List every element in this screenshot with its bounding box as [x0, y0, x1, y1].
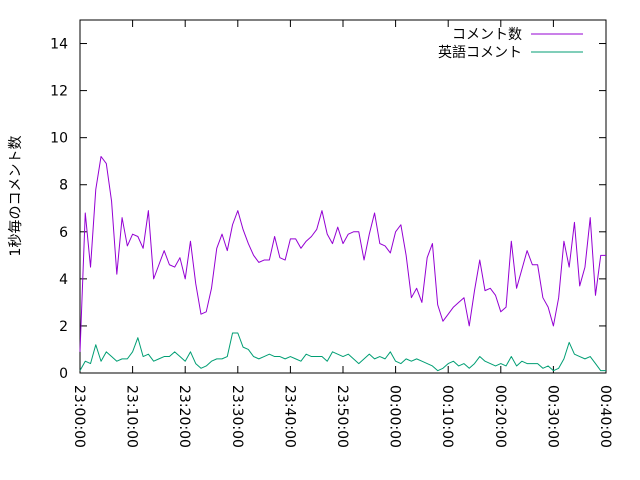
- y-tick-labels: 0 2 4 6 8 10 12 14: [50, 37, 68, 382]
- series-layer: [79, 155, 606, 372]
- x-tick-label: 00:20:00: [492, 385, 508, 448]
- y-tick-label: 10: [50, 131, 68, 147]
- x-tick-label: 23:50:00: [334, 385, 350, 448]
- y-tick-label: 2: [59, 319, 68, 335]
- y-tick-label: 12: [50, 84, 68, 100]
- y-tick-label: 4: [59, 272, 68, 288]
- y-tick-label: 0: [59, 366, 68, 382]
- legend-label: コメント数: [452, 27, 522, 43]
- x-tick-label: 23:20:00: [176, 385, 192, 448]
- x-tick-label: 00:10:00: [439, 385, 455, 448]
- y-tick-label: 8: [59, 178, 68, 194]
- series-line-2: [79, 332, 606, 372]
- x-tick-label: 00:00:00: [387, 385, 403, 448]
- x-tick-label: 23:00:00: [71, 385, 87, 448]
- x-tick-label: 23:30:00: [229, 385, 245, 448]
- series-line-1: [79, 155, 606, 352]
- y-tick-label: 14: [50, 37, 68, 53]
- plot-frame: [79, 19, 607, 374]
- legend-label: 英語コメント: [438, 44, 522, 61]
- x-tick-label: 23:10:00: [124, 385, 140, 448]
- y-axis-title: 1秒毎のコメント数: [8, 136, 24, 257]
- x-tick-label: 00:40:00: [597, 385, 613, 448]
- x-tick-label: 23:40:00: [281, 385, 297, 448]
- x-tick-labels: 23:00:00 23:10:00 23:20:00 23:30:00 23:40:00…: [71, 385, 613, 448]
- y-tick-label: 6: [59, 225, 68, 241]
- x-tick-label: 00:30:00: [544, 385, 560, 448]
- axis-ticks: [79, 20, 607, 374]
